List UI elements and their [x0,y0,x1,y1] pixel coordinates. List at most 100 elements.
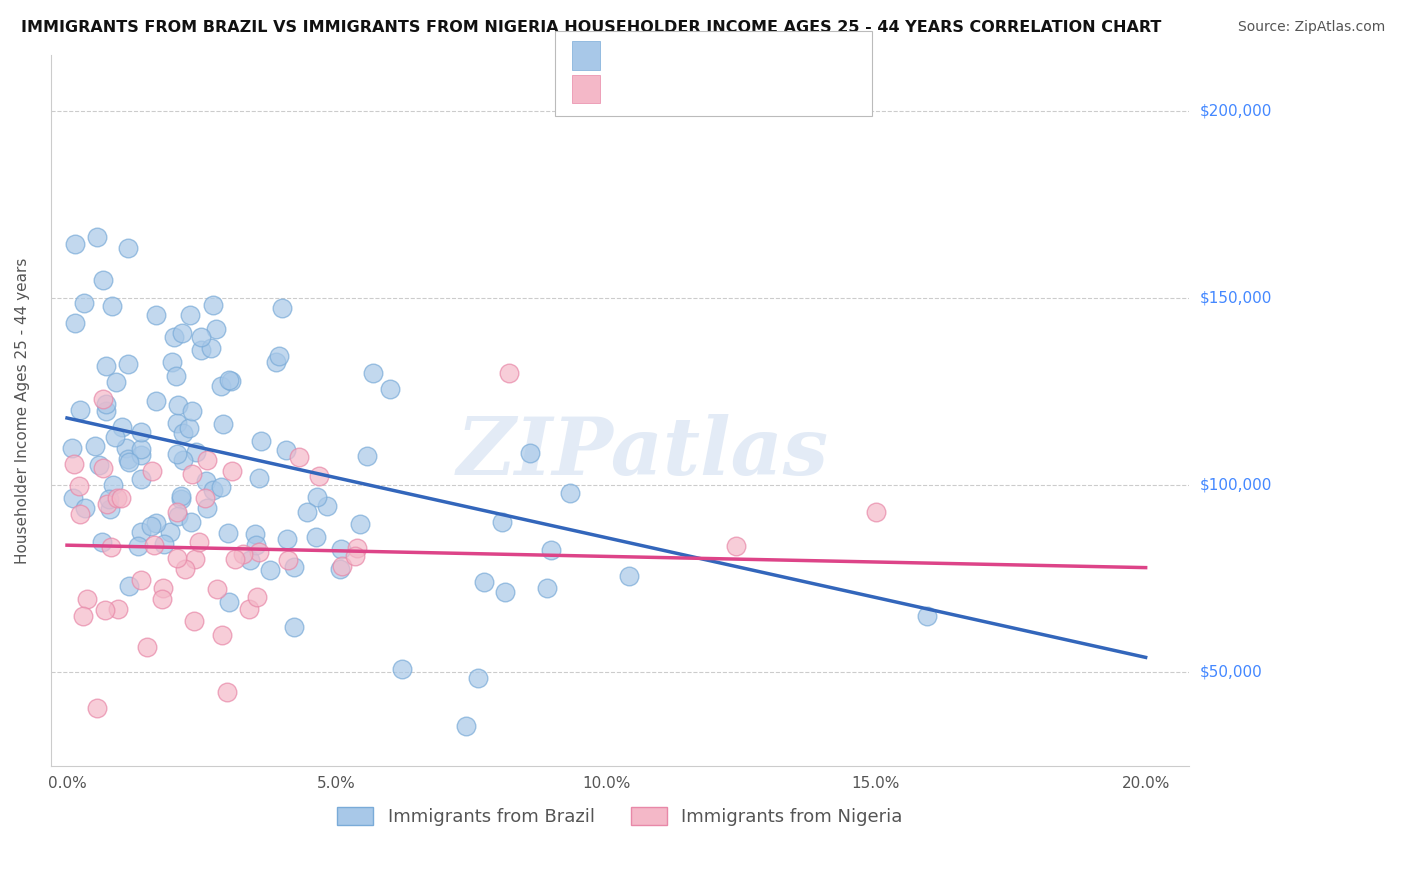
Point [617,568,640,582]
Point [274,443,297,458]
Point [152,581,174,595]
Point [69,403,91,417]
Point [131,524,153,539]
Point [105,491,128,506]
Point [540,543,562,558]
Point [329,542,352,557]
Point [117,451,139,466]
Point [83,439,105,453]
Point [494,585,516,599]
Point [96,497,118,511]
Point [72,609,94,624]
Point [276,532,298,546]
Point [135,640,157,654]
Text: R =: R = [607,80,647,98]
Point [181,467,204,482]
Point [169,491,191,506]
Point [60,442,83,456]
Point [264,355,287,369]
Point [186,445,208,459]
Point [259,563,281,577]
Point [129,573,152,587]
Point [217,526,239,541]
Point [270,301,292,315]
Point [308,469,330,483]
Point [69,507,91,521]
Point [238,602,260,616]
Text: -0.420: -0.420 [637,46,702,64]
Point [190,343,212,357]
Point [107,602,129,616]
Point [145,308,167,322]
Point [127,539,149,553]
Point [283,620,305,634]
Point [232,547,254,561]
Point [195,453,218,467]
Point [93,273,115,287]
Point [180,516,202,530]
Point [247,471,270,485]
Point [145,393,167,408]
Point [63,316,86,330]
Point [245,527,267,541]
Point [104,376,127,390]
Text: ZIPatlas: ZIPatlas [457,415,828,491]
Point [558,485,581,500]
Point [86,700,108,714]
Point [160,354,183,368]
Point [725,540,748,554]
Point [145,516,167,531]
Text: 47: 47 [728,80,759,98]
Text: N =: N = [700,80,740,98]
Text: Source: ZipAtlas.com: Source: ZipAtlas.com [1237,20,1385,34]
Point [63,457,86,471]
Point [250,434,273,448]
Point [245,538,267,552]
Point [172,425,194,440]
Point [915,608,938,623]
Point [491,516,513,530]
Text: $150,000: $150,000 [1199,291,1272,306]
Point [201,298,224,312]
Point [90,535,112,549]
Point [498,366,520,380]
Text: $100,000: $100,000 [1199,478,1272,492]
Point [76,592,98,607]
Point [170,489,193,503]
Point [183,614,205,628]
Point [277,553,299,567]
Point [117,357,139,371]
Point [378,382,401,396]
Text: IMMIGRANTS FROM BRAZIL VS IMMIGRANTS FROM NIGERIA HOUSEHOLDER INCOME AGES 25 - 4: IMMIGRANTS FROM BRAZIL VS IMMIGRANTS FRO… [21,20,1161,35]
Point [305,490,328,504]
Point [215,685,238,699]
Point [67,479,90,493]
Point [247,545,270,559]
Point [283,560,305,574]
Point [129,448,152,462]
Legend: Immigrants from Brazil, Immigrants from Nigeria: Immigrants from Brazil, Immigrants from … [328,797,911,835]
Point [94,359,117,373]
Point [238,553,260,567]
Point [211,628,233,642]
Point [142,538,165,552]
Text: N =: N = [700,46,740,64]
Point [166,550,188,565]
Point [150,591,173,606]
Point [205,582,228,596]
Point [93,392,115,407]
Text: $200,000: $200,000 [1199,103,1272,119]
Point [356,449,378,463]
Point [163,330,186,344]
Point [174,562,197,576]
Point [194,474,217,488]
Point [201,483,224,497]
Point [246,590,269,604]
Point [195,500,218,515]
Point [62,491,84,506]
Point [219,374,242,388]
Point [295,505,318,519]
Point [183,551,205,566]
Point [346,541,368,555]
Point [200,341,222,355]
